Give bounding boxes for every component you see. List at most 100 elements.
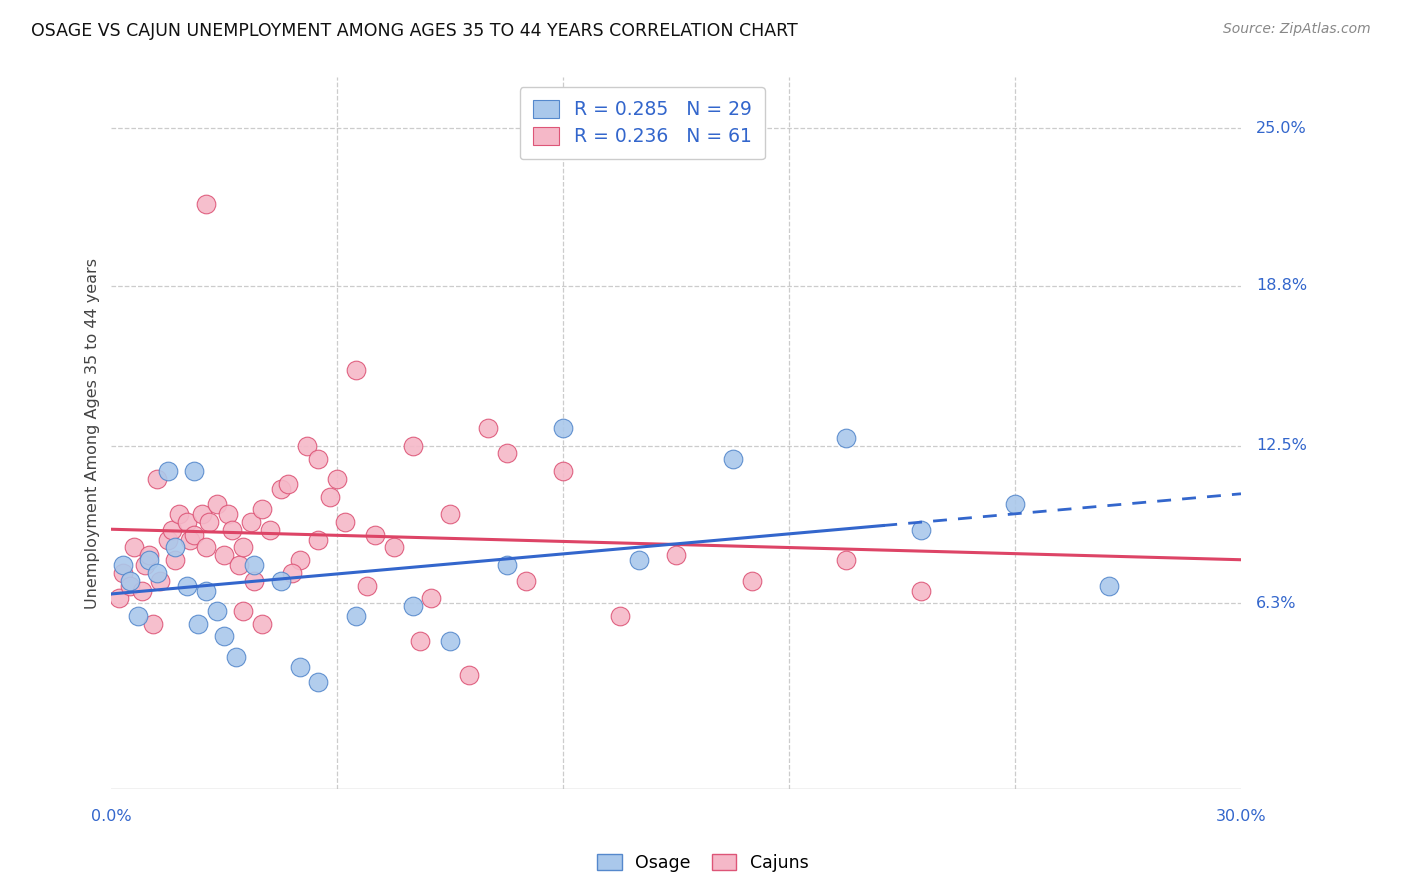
Point	[553, 464, 575, 478]
Point	[179, 533, 201, 547]
Point	[295, 439, 318, 453]
Point	[138, 548, 160, 562]
Point	[270, 482, 292, 496]
Point	[477, 421, 499, 435]
Point	[221, 523, 243, 537]
Point	[187, 616, 209, 631]
Point	[250, 502, 273, 516]
Text: 25.0%: 25.0%	[1256, 120, 1306, 136]
Point	[308, 451, 330, 466]
Point	[333, 515, 356, 529]
Point	[127, 609, 149, 624]
Point	[609, 609, 631, 624]
Text: 30.0%: 30.0%	[1216, 809, 1267, 824]
Point	[409, 634, 432, 648]
Point	[176, 515, 198, 529]
Point	[145, 472, 167, 486]
Point	[259, 523, 281, 537]
Point	[439, 634, 461, 648]
Point	[194, 197, 217, 211]
Point	[495, 558, 517, 573]
Point	[214, 548, 236, 562]
Point	[191, 508, 214, 522]
Point	[665, 548, 688, 562]
Point	[308, 533, 330, 547]
Point	[439, 508, 461, 522]
Point	[344, 362, 367, 376]
Point	[721, 451, 744, 466]
Point	[156, 464, 179, 478]
Point	[167, 508, 190, 522]
Point	[1098, 578, 1121, 592]
Text: OSAGE VS CAJUN UNEMPLOYMENT AMONG AGES 35 TO 44 YEARS CORRELATION CHART: OSAGE VS CAJUN UNEMPLOYMENT AMONG AGES 3…	[31, 22, 797, 40]
Point	[277, 477, 299, 491]
Point	[198, 515, 221, 529]
Point	[120, 574, 142, 588]
Point	[145, 566, 167, 580]
Point	[243, 558, 266, 573]
Text: Source: ZipAtlas.com: Source: ZipAtlas.com	[1223, 22, 1371, 37]
Point	[270, 574, 292, 588]
Text: 6.3%: 6.3%	[1256, 596, 1296, 611]
Point	[356, 578, 378, 592]
Point	[250, 616, 273, 631]
Point	[194, 583, 217, 598]
Point	[183, 528, 205, 542]
Point	[243, 574, 266, 588]
Legend: R = 0.285   N = 29, R = 0.236   N = 61: R = 0.285 N = 29, R = 0.236 N = 61	[520, 87, 765, 160]
Point	[420, 591, 443, 606]
Point	[205, 604, 228, 618]
Point	[834, 431, 856, 445]
Point	[232, 604, 254, 618]
Text: 18.8%: 18.8%	[1256, 278, 1308, 293]
Point	[627, 553, 650, 567]
Point	[401, 599, 423, 613]
Point	[138, 553, 160, 567]
Point	[194, 541, 217, 555]
Point	[228, 558, 250, 573]
Point	[553, 421, 575, 435]
Point	[165, 541, 187, 555]
Point	[232, 541, 254, 555]
Point	[458, 667, 481, 681]
Point	[149, 574, 172, 588]
Legend: Osage, Cajuns: Osage, Cajuns	[591, 847, 815, 879]
Point	[134, 558, 156, 573]
Point	[319, 490, 342, 504]
Point	[142, 616, 165, 631]
Point	[217, 508, 239, 522]
Point	[910, 583, 932, 598]
Point	[214, 629, 236, 643]
Point	[910, 523, 932, 537]
Point	[364, 528, 387, 542]
Point	[122, 541, 145, 555]
Point	[401, 439, 423, 453]
Point	[160, 523, 183, 537]
Point	[165, 553, 187, 567]
Point	[740, 574, 762, 588]
Point	[120, 578, 142, 592]
Point	[111, 566, 134, 580]
Point	[382, 541, 405, 555]
Point	[281, 566, 304, 580]
Point	[131, 583, 153, 598]
Text: 0.0%: 0.0%	[91, 809, 132, 824]
Point	[156, 533, 179, 547]
Point	[205, 497, 228, 511]
Point	[495, 446, 517, 460]
Y-axis label: Unemployment Among Ages 35 to 44 years: Unemployment Among Ages 35 to 44 years	[86, 258, 100, 608]
Point	[344, 609, 367, 624]
Point	[1004, 497, 1026, 511]
Point	[308, 675, 330, 690]
Point	[225, 649, 247, 664]
Point	[515, 574, 537, 588]
Point	[834, 553, 856, 567]
Point	[183, 464, 205, 478]
Point	[288, 660, 311, 674]
Text: 12.5%: 12.5%	[1256, 438, 1308, 453]
Point	[111, 558, 134, 573]
Point	[326, 472, 349, 486]
Point	[176, 578, 198, 592]
Point	[239, 515, 262, 529]
Point	[288, 553, 311, 567]
